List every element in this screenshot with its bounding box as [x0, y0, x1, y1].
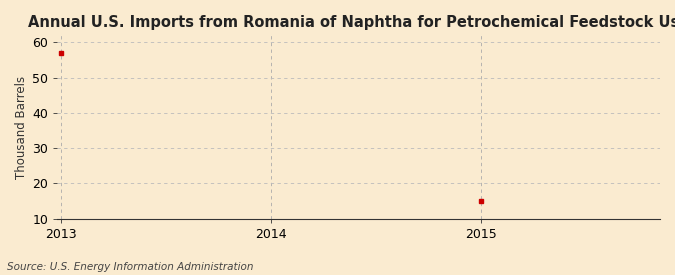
- Text: Source: U.S. Energy Information Administration: Source: U.S. Energy Information Administ…: [7, 262, 253, 272]
- Title: Annual U.S. Imports from Romania of Naphtha for Petrochemical Feedstock Use: Annual U.S. Imports from Romania of Naph…: [28, 15, 675, 30]
- Y-axis label: Thousand Barrels: Thousand Barrels: [15, 75, 28, 178]
